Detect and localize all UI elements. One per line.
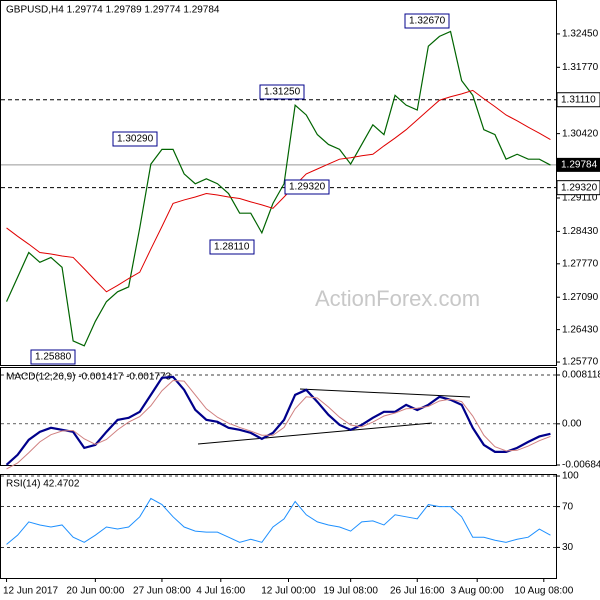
series-line <box>6 380 551 470</box>
y-tick-label: 1.26430 <box>562 324 599 335</box>
annotation: 1.28110 <box>214 242 250 253</box>
trendline <box>197 422 433 445</box>
x-tick-label: 3 Aug 00:00 <box>450 586 504 597</box>
trendline <box>299 388 471 398</box>
y-tick-label: 1.32450 <box>562 29 599 40</box>
annotation-box <box>112 131 158 147</box>
last-price-box <box>557 157 600 172</box>
x-tick-label: 10 Aug 08:00 <box>514 586 573 597</box>
series-line <box>5 375 551 466</box>
level-box <box>556 180 600 196</box>
annotation: 1.25880 <box>35 352 72 363</box>
annotation-box <box>404 13 450 29</box>
annotation: 1.30290 <box>117 134 154 145</box>
x-tick-label: 19 Jul 08:00 <box>323 586 378 597</box>
series-line <box>6 30 551 347</box>
x-tick-label: 4 Jul 16:00 <box>196 586 245 597</box>
y-tick-label: 1.30420 <box>562 128 599 139</box>
annotation: 1.29320 <box>289 182 326 193</box>
y-tick-label: 1.29110 <box>562 193 598 204</box>
y-tick-label: 1.27770 <box>562 258 599 269</box>
annotation-box <box>30 349 76 365</box>
y-tick-label: 0.008118 <box>562 370 600 381</box>
rsi-panel <box>0 474 557 579</box>
y-tick-label: 1.27090 <box>562 292 599 303</box>
annotation-box <box>209 239 255 255</box>
x-tick-label: 27 Jun 08:00 <box>133 586 191 597</box>
x-tick-label: 12 Jun 2017 <box>3 586 58 597</box>
annotation-box <box>284 179 330 195</box>
y-tick-label: 70 <box>562 501 574 512</box>
y-tick-label: 1.25770 <box>562 357 599 368</box>
level-box <box>556 92 600 108</box>
annotation: 1.32670 <box>409 16 446 27</box>
series-line <box>6 89 551 293</box>
y-tick-label: 100 <box>562 471 579 482</box>
rsi-title: RSI(14) 42.4702 <box>6 479 80 490</box>
annotation: 1.31250 <box>264 87 301 98</box>
y-tick-label: 1.28430 <box>562 226 599 237</box>
chart-title: GBPUSD,H4 1.29774 1.29789 1.29774 1.2978… <box>6 5 220 16</box>
annotation-box <box>259 84 305 100</box>
x-tick-label: 20 Jun 00:00 <box>66 586 124 597</box>
level-label: 1.29320 <box>561 182 598 193</box>
macd-title: MACD(12,26,9) -0.001417 -0.001773 <box>6 372 172 383</box>
y-tick-label: 30 <box>562 542 574 553</box>
level-label: 1.31110 <box>561 94 596 105</box>
series-line <box>6 497 551 545</box>
watermark: ActionForex.com <box>315 286 480 311</box>
x-tick-label: 12 Jul 00:00 <box>261 586 316 597</box>
y-tick-label: -0.006844 <box>562 460 600 471</box>
macd-panel <box>0 367 557 466</box>
x-tick-label: 26 Jul 16:00 <box>390 586 445 597</box>
last-price-label: 1.29784 <box>561 160 598 171</box>
y-tick-label: 1.31770 <box>562 62 599 73</box>
y-tick-label: 0.00 <box>562 418 582 429</box>
